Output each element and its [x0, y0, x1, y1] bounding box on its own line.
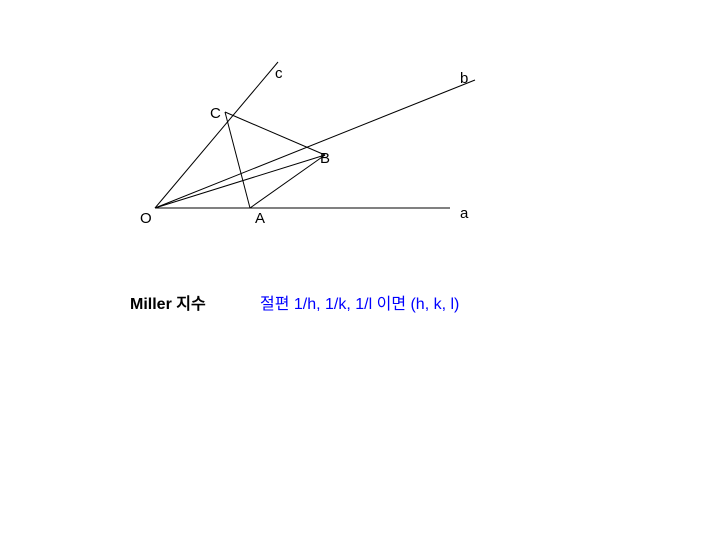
line-B-C	[225, 112, 325, 155]
line-A-B	[250, 155, 325, 208]
vertex-C-label: C	[210, 105, 221, 122]
vertex-O-label: O	[140, 210, 152, 227]
line-b-axis	[155, 80, 475, 208]
line-A-C	[225, 112, 250, 208]
miller-index-label: Miller 지수	[130, 290, 206, 314]
diagram-container: a b c O A B C	[130, 50, 530, 250]
axis-c-label: c	[275, 65, 283, 82]
axis-a-label: a	[460, 205, 468, 222]
vertex-B-label: B	[320, 150, 330, 167]
axis-b-label: b	[460, 70, 468, 87]
vertex-A-label: A	[255, 210, 265, 227]
line-O-B	[155, 155, 325, 208]
miller-index-description: 절편 1/h, 1/k, 1/l 이면 (h, k, l)	[260, 290, 459, 314]
line-c-axis	[155, 62, 278, 208]
